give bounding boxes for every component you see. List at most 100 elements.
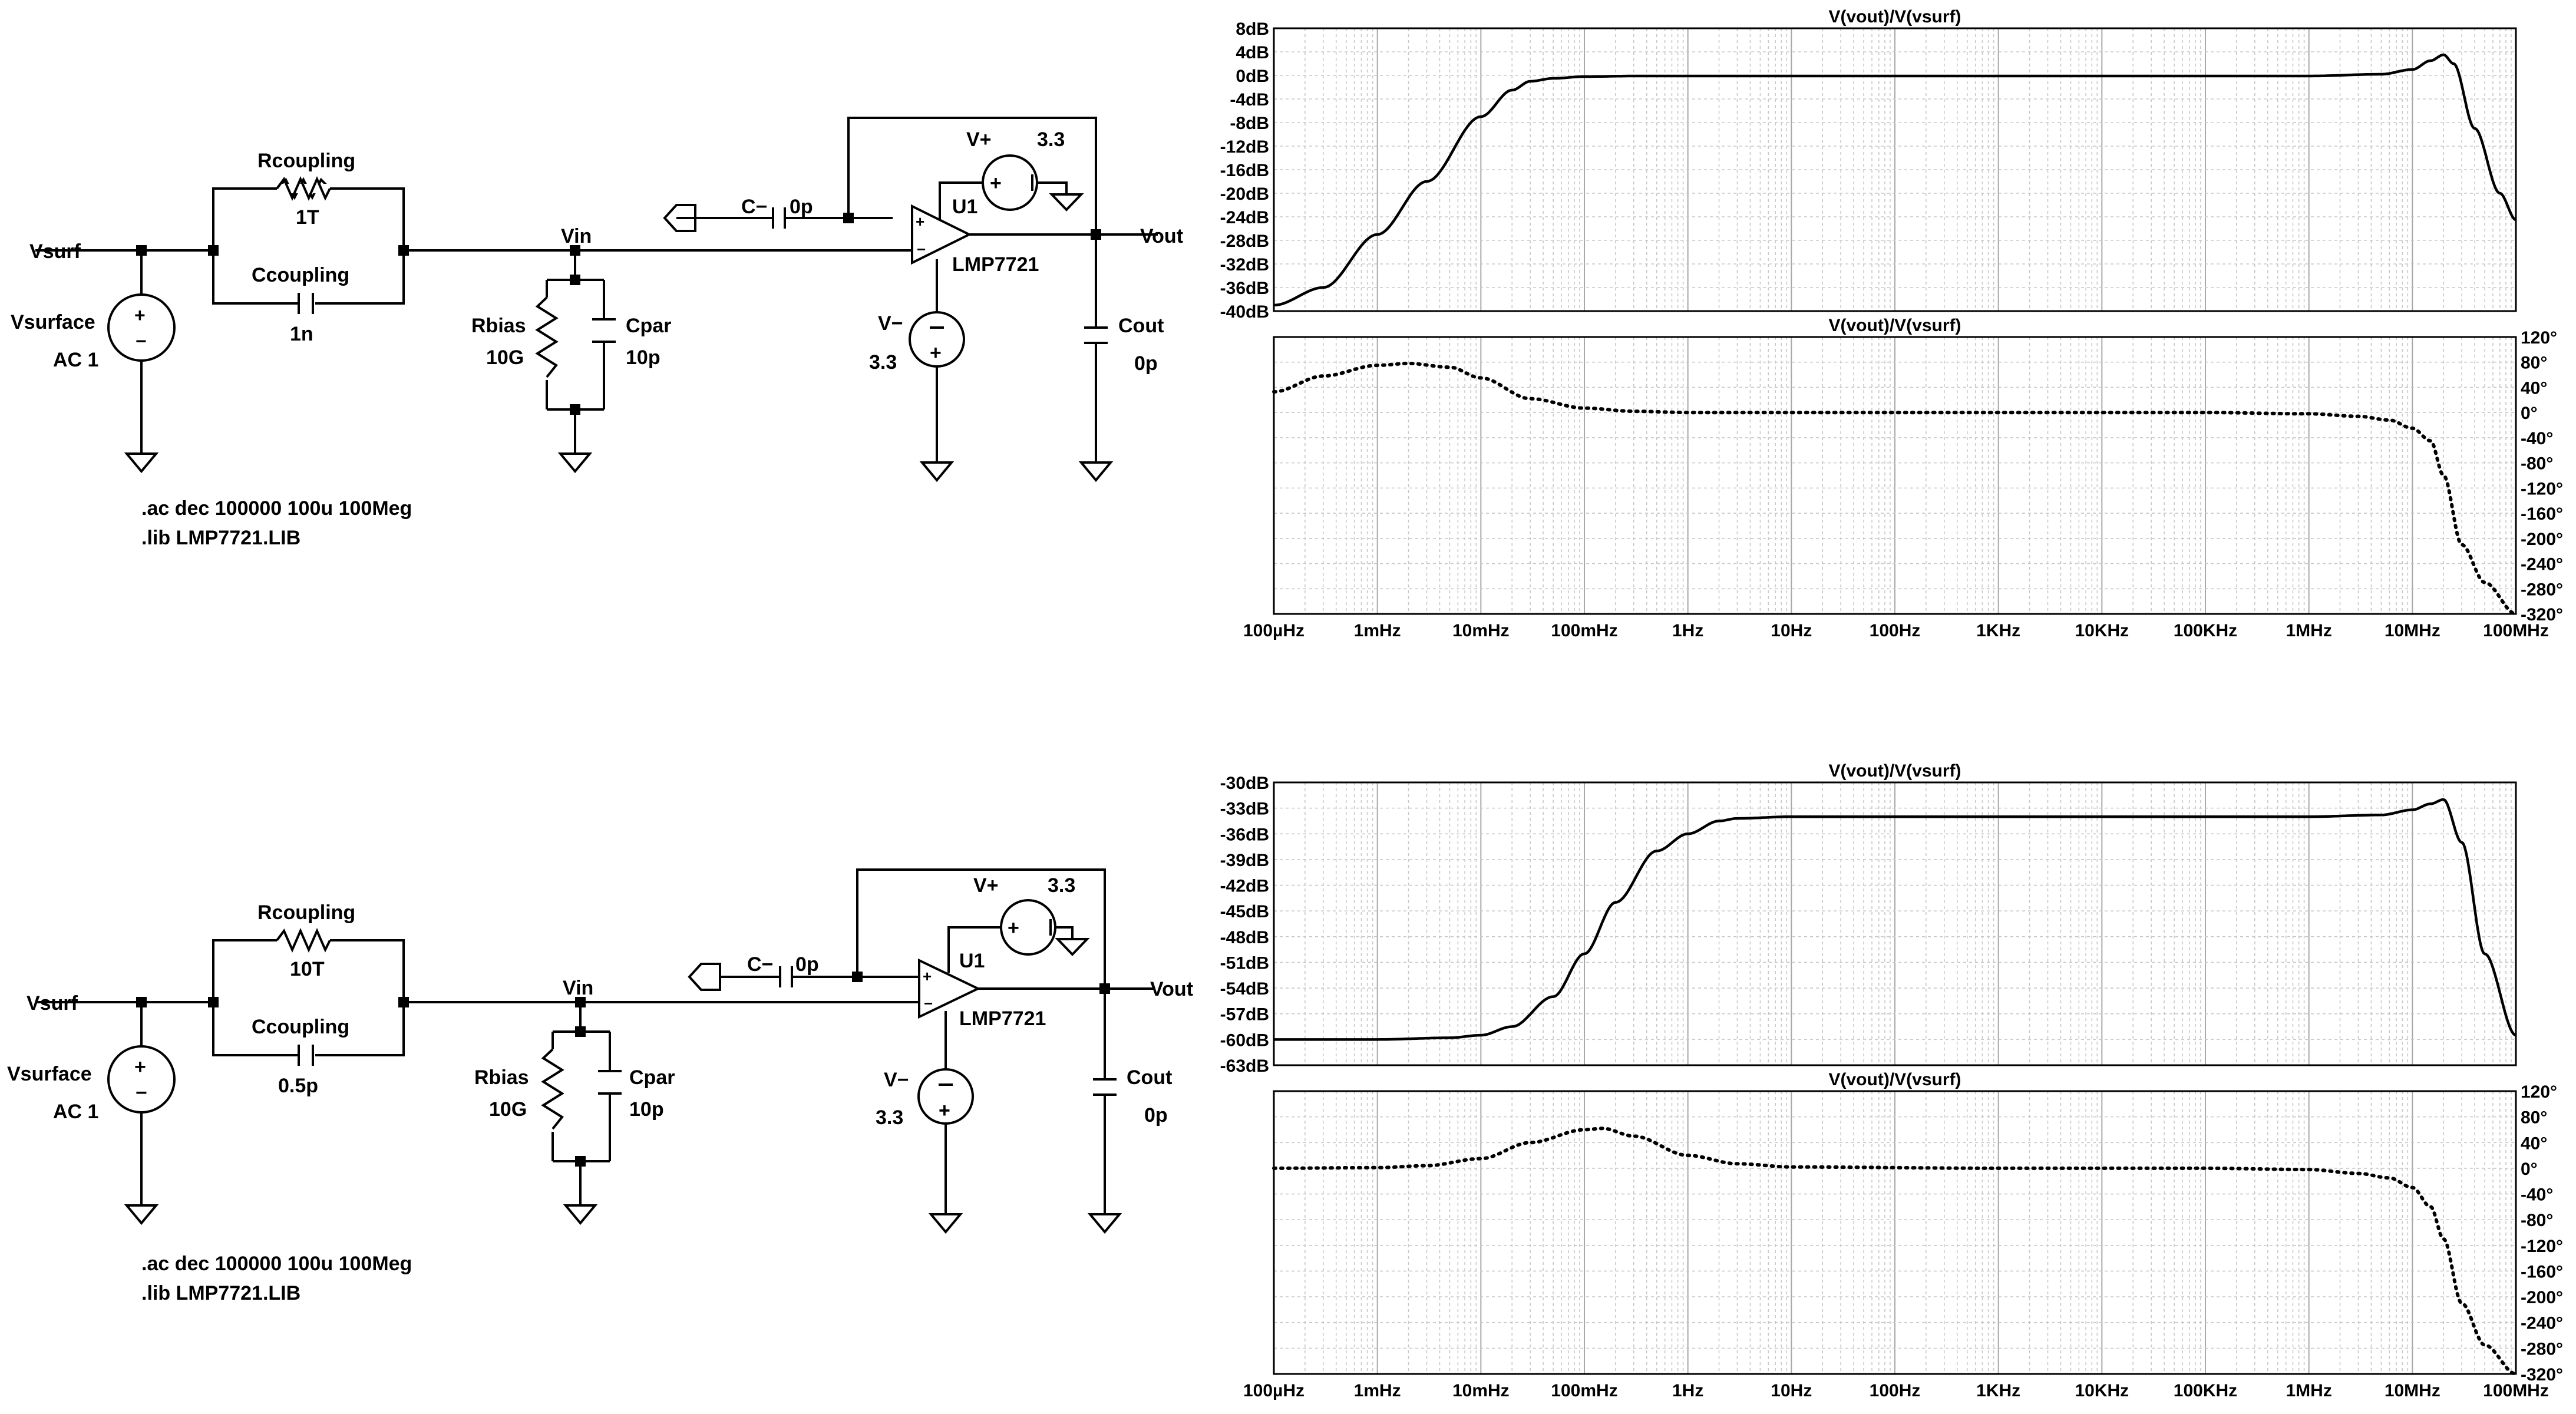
x-tick-label: 100KHz: [2174, 621, 2237, 640]
plot-title: V(vout)/V(vsurf): [1829, 7, 1961, 27]
label-vplus-value: 3.3: [1037, 128, 1065, 151]
y-tick-label: -30dB: [1220, 774, 1269, 793]
y-tick-label: 80°: [2521, 1108, 2547, 1128]
label-cpar-value: 10p: [629, 1098, 664, 1121]
x-tick-label: 1Hz: [1672, 1381, 1703, 1400]
x-tick-label: 1KHz: [1976, 1381, 2020, 1400]
plot-frame: [1273, 27, 2517, 312]
y-tick-label: -80°: [2521, 1211, 2553, 1230]
c-minus-capacitor: [779, 966, 793, 987]
y-tick-label: -20dB: [1220, 184, 1269, 204]
label-c-minus-value: 0p: [790, 196, 813, 218]
label-rbias-value: 10G: [489, 1098, 527, 1121]
y-tick-label: -8dB: [1230, 114, 1269, 133]
wire: [939, 181, 983, 221]
label-vsurface: Vsurface: [7, 1063, 92, 1085]
y-tick-label: 0°: [2521, 404, 2538, 423]
y-tick-label: -320°: [2521, 605, 2563, 625]
opamp-minus: −: [924, 995, 933, 1012]
plus-sign: +: [134, 1056, 146, 1078]
label-vminus-value: 3.3: [876, 1106, 903, 1129]
junction: [570, 245, 580, 256]
y-tick-label: -200°: [2521, 1288, 2563, 1307]
label-u1: U1: [952, 196, 977, 218]
label-vminus: V−: [878, 312, 903, 335]
x-tick-label: 1Hz: [1672, 621, 1703, 640]
vsurface-source: [107, 1045, 176, 1114]
label-cpar: Cpar: [626, 315, 671, 337]
x-tick-label: 1MHz: [2286, 1381, 2331, 1400]
junction: [208, 997, 219, 1007]
label-vsurf: Vsurf: [29, 240, 81, 263]
rcoupling-resistor-zigzag: [276, 176, 331, 201]
y-tick-label: -57dB: [1220, 1005, 1269, 1025]
wire: [1055, 926, 1074, 939]
y-tick-label: -12dB: [1220, 137, 1269, 157]
junction: [1099, 983, 1110, 994]
series-trace-1: [1272, 1126, 2518, 1376]
x-tick-label: 10Hz: [1771, 1381, 1812, 1400]
label-cout-value: 0p: [1144, 1104, 1168, 1126]
spice-directive: .lib LMP7721.LIB: [141, 527, 300, 549]
label-opamp: LMP7721: [959, 1007, 1046, 1030]
label-rcoupling: Rcoupling: [257, 901, 355, 924]
c-minus-port-arrow: [688, 963, 721, 991]
y-tick-label: -54dB: [1220, 979, 1269, 999]
junction: [136, 245, 147, 256]
wire: [947, 926, 1002, 973]
ccoupling-capacitor: [298, 1045, 314, 1066]
x-tick-label: 10KHz: [2075, 621, 2129, 640]
plus-sign: +: [939, 1099, 950, 1122]
y-tick-label: -51dB: [1220, 953, 1269, 973]
label-rcoupling: Rcoupling: [257, 150, 355, 172]
plus-sign: +: [134, 305, 146, 326]
junction: [575, 1156, 586, 1167]
y-tick-label: -40dB: [1220, 302, 1269, 322]
opamp-plus: +: [916, 213, 924, 230]
plot-title: V(vout)/V(vsurf): [1829, 316, 1961, 335]
label-vplus: V+: [966, 128, 992, 151]
cout-capacitor: [1093, 1078, 1117, 1096]
x-tick-label: 1mHz: [1354, 621, 1401, 640]
label-ccoupling: Ccoupling: [252, 1016, 349, 1038]
ground-icon: [1078, 461, 1114, 483]
wire: [212, 939, 405, 1056]
label-ccoupling-value: 1n: [290, 323, 313, 345]
label-c-minus: C−: [741, 196, 767, 218]
y-tick-label: 120°: [2521, 1082, 2557, 1102]
x-tick-label: 10mHz: [1452, 1381, 1510, 1400]
spice-directive: .lib LMP7721.LIB: [141, 1282, 300, 1304]
y-tick-label: -4dB: [1230, 90, 1269, 110]
x-tick-label: 10KHz: [2075, 1381, 2129, 1400]
y-tick-label: -160°: [2521, 504, 2563, 524]
x-tick-label: 100µHz: [1243, 621, 1304, 640]
x-tick-label: 100MHz: [2483, 1381, 2549, 1400]
label-cout-value: 0p: [1134, 352, 1158, 375]
label-cpar: Cpar: [629, 1066, 675, 1089]
label-rbias: Rbias: [474, 1066, 529, 1089]
plot-pane-4: 120° 80° 40° 0° -40° -80° -120° -160° -200° -240°…: [1243, 1070, 2563, 1400]
y-tick-label: 40°: [2521, 378, 2547, 398]
y-tick-label: -36dB: [1220, 825, 1269, 844]
y-tick-label: -160°: [2521, 1262, 2563, 1281]
junction: [398, 245, 409, 256]
schematic-top: + − + + + − Vsurf Rcoupling 1T Ccoupling…: [11, 117, 1183, 549]
x-tick-label: 10mHz: [1452, 621, 1510, 640]
plot-pane-2: 120° 80° 40° 0° -40° -80° -120° -160° -200° -240°…: [1243, 316, 2563, 640]
y-tick-label: -39dB: [1220, 851, 1269, 870]
ccoupling-capacitor: [298, 293, 314, 314]
ground-icon: [928, 1213, 963, 1234]
x-tick-label: 10Hz: [1771, 621, 1812, 640]
plot-title: V(vout)/V(vsurf): [1829, 1070, 1961, 1089]
cout-capacitor: [1084, 326, 1108, 344]
label-c-minus-value: 0p: [795, 953, 819, 976]
y-tick-label: -33dB: [1220, 799, 1269, 819]
plot-panes: 8dB 4dB 0dB -4dB -8dB -12dB -16dB -20dB -24dB -28…: [1220, 7, 2563, 1400]
y-tick-label: 80°: [2521, 353, 2547, 373]
plus-sign: +: [930, 342, 942, 364]
y-tick-label: -48dB: [1220, 928, 1269, 947]
label-rcoupling-value: 1T: [296, 206, 319, 229]
ground-icon: [124, 452, 159, 474]
wire: [856, 868, 1106, 989]
